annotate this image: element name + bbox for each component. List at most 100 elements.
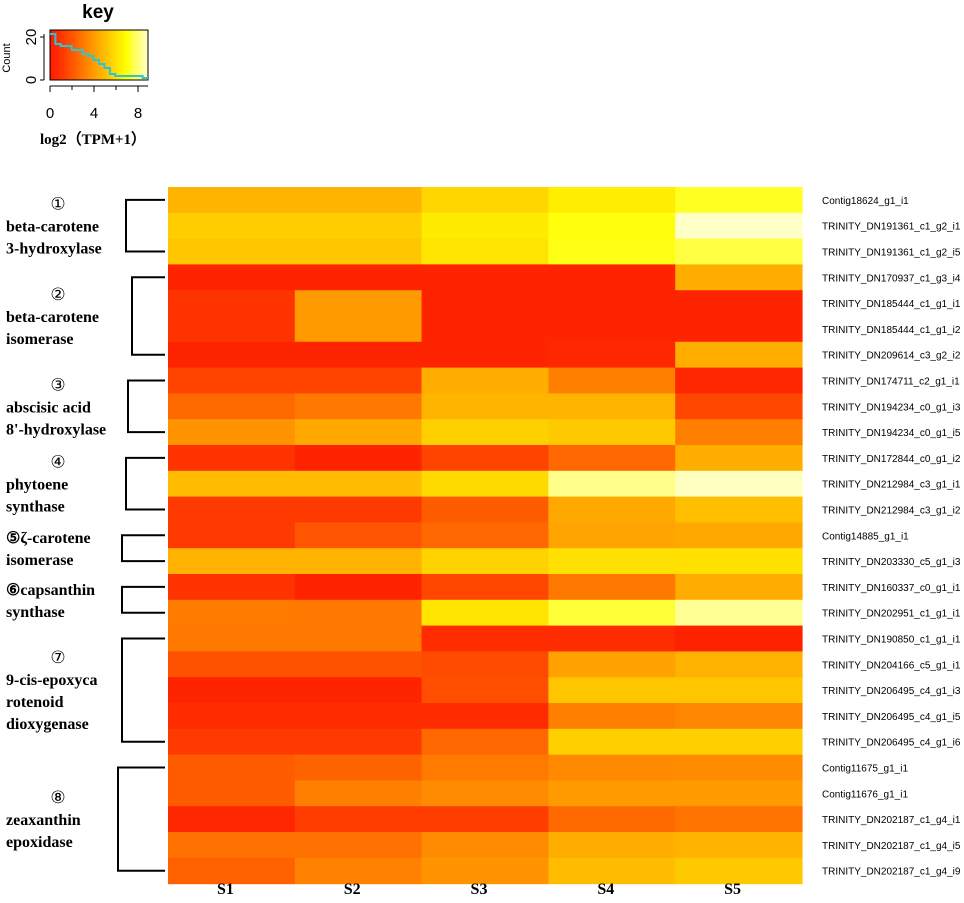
group-label-line: ⑤ζ-carotene [6,530,91,547]
heatmap-cell [421,832,549,859]
heatmap-cell [168,212,296,240]
group-label-line: ⑧ [50,788,65,807]
heatmap-cell [548,574,676,601]
heatmap-cell [421,651,549,678]
heatmap-cell [421,290,549,317]
key-title: key [82,2,114,23]
heatmap-cell [421,419,549,446]
heatmap-cell [548,548,676,575]
key-color-bar [49,29,149,81]
heatmap-cell [421,367,549,394]
heatmap-cell [168,703,296,730]
heatmap-cell [548,419,676,446]
heatmap-cell [675,754,803,781]
column-label: S1 [217,881,234,898]
row-label: TRINITY_DN203330_c5_g1_i3 [822,557,961,568]
group-label-line: synthase [6,499,65,516]
row-labels: Contig18624_g1_i1 TRINITY_DN191361_c1_g2_… [822,196,961,878]
group-label-line: isomerase [6,331,74,348]
heatmap-cell [294,703,423,730]
key-histogram-line [50,33,148,79]
heatmap-cell [675,341,803,369]
group-label-line: epoxidase [6,834,73,851]
group-label-line: isomerase [6,552,74,569]
heatmap-cell [421,187,549,214]
group-label-line: 8'-hydroxylase [6,421,106,438]
heatmap-cell [421,316,549,343]
heatmap-cell [168,548,296,575]
group-bracket [125,456,165,511]
heatmap-cell [421,341,549,369]
heatmap-cell [294,574,423,601]
heatmap-cell [675,625,803,652]
heatmap-cell [675,187,803,214]
key-ylabel: Count [1,43,13,72]
heatmap-cell [294,651,423,678]
heatmap-cell [421,393,549,420]
heatmap-cell [675,599,803,627]
group-label-line: beta-carotene [6,309,99,326]
heatmap-cell [294,832,423,859]
heatmap-cell [421,548,549,575]
heatmap-cell [168,316,296,343]
group-bracket [125,198,165,253]
heatmap-cell [294,290,423,317]
heatmap-cell [421,445,549,472]
heatmap-cell [168,238,296,265]
heatmap-cell [675,496,803,523]
heatmap-cell [548,367,676,394]
heatmap-cell [675,367,803,394]
heatmap-cell [548,703,676,730]
heatmap-cell [421,496,549,523]
heatmap-cell [675,677,803,704]
heatmap-cell [548,677,676,704]
heatmap-cell [294,599,423,627]
key-xtick-4: 4 [90,105,98,122]
key-ytick-20: 20 [23,29,40,46]
heatmap-cell [294,187,423,214]
key-y-axis: 0 20 [23,29,45,84]
heatmap-cell [168,651,296,678]
group-label-line: abscisic acid [6,399,91,416]
row-label: TRINITY_DN194234_c0_g1_i3 [822,402,961,413]
heatmap-cell [294,341,423,369]
heatmap-cell [168,496,296,523]
heatmap-cell [421,754,549,781]
heatmap-cell [421,522,549,549]
heatmap-cell [548,290,676,317]
heatmap-cell [548,857,676,885]
heatmap-cell [675,522,803,549]
heatmap-cell [548,806,676,833]
column-label: S4 [597,881,614,898]
group-label-line: ④ [50,453,65,472]
group-label-line: rotenoid [6,694,64,711]
group-bracket [127,379,165,434]
key-xtick-0: 0 [46,105,54,122]
heatmap-cell [548,470,676,498]
heatmap-cell [168,780,296,807]
heatmap-cell [421,264,549,291]
row-label: TRINITY_DN194234_c0_g1_i5 [822,428,961,439]
row-label: Contig11675_g1_i1 [822,764,908,775]
heatmap-cell [675,316,803,343]
heatmap-cell [675,470,803,498]
column-label: S2 [344,881,361,898]
row-label: TRINITY_DN185444_c1_g1_i2 [822,325,961,336]
group-bracket [131,276,165,356]
heatmap-cell [421,599,549,627]
heatmap-cell [421,780,549,807]
group-label-line: ② [50,285,65,304]
group-bracket [121,637,165,743]
key-xtick-8: 8 [134,105,142,122]
heatmap-cell [675,290,803,317]
heatmap-cell [421,238,549,265]
heatmap-cell [548,522,676,549]
heatmap-cell [168,599,296,627]
heatmap-cell [548,264,676,291]
heatmap-cell [168,832,296,859]
row-label: TRINITY_DN204166_c5_g1_i1 [822,660,961,671]
heatmap-cell [548,393,676,420]
heatmap-cell [168,419,296,446]
key-xlabel: log2（TPM+1） [40,130,146,148]
heatmap-cell [675,548,803,575]
